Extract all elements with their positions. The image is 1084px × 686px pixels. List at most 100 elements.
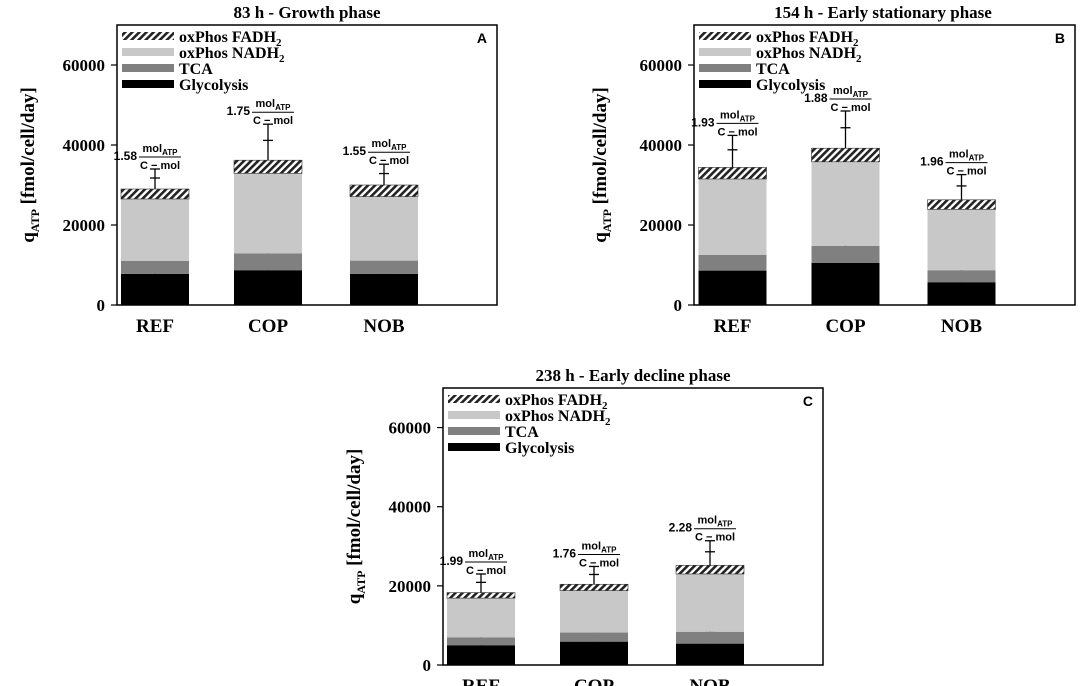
bar-segment-oxphos-nadh2: [927, 209, 996, 271]
yield-label: 1.88 molATP C − mol: [804, 85, 872, 114]
yield-unit-numerator: molATP: [949, 149, 985, 163]
bar-segment-tca: [927, 270, 996, 283]
y-axis-label: qATP [fmol/cell/day]: [18, 87, 42, 243]
x-tick-label: REF: [136, 316, 174, 337]
yield-unit-denominator: C − mol: [140, 160, 180, 172]
y-tick-label: 0: [674, 296, 683, 315]
legend-swatch: [122, 32, 174, 40]
yield-unit-denominator: C − mol: [717, 126, 757, 138]
yield-value: 1.55: [343, 144, 367, 158]
yield-label: 1.58 molATP C − mol: [114, 143, 181, 172]
bar-segment-tca: [676, 631, 744, 644]
yield-unit-denominator: C − mol: [946, 166, 986, 178]
yield-unit-denominator: C − mol: [369, 155, 409, 167]
yield-unit-denominator: C − mol: [830, 102, 870, 114]
bar-segment-oxphos-nadh2: [350, 196, 418, 261]
x-tick-label: REF: [462, 676, 500, 686]
x-tick-label: COP: [825, 316, 866, 337]
bar-segment-oxphos-nadh2: [698, 179, 767, 255]
bar-segment-oxphos-nadh2: [121, 199, 189, 261]
plot-frame: [442, 387, 824, 666]
yield-unit-numerator: molATP: [833, 85, 869, 99]
legend-swatch: [122, 64, 174, 72]
bar-segment-oxphos-fadh2: [698, 167, 767, 180]
legend-swatch: [448, 395, 500, 403]
bar-stack-nob: [675, 540, 745, 665]
bar-segment-oxphos-nadh2: [447, 598, 515, 638]
bar-segment-oxphos-fadh2: [927, 199, 996, 210]
bar-stack-ref: [698, 134, 767, 305]
x-tick-label: COP: [248, 316, 289, 337]
yield-label: 1.93 molATP C − mol: [691, 109, 759, 138]
bar-segment-glycolysis: [121, 273, 189, 305]
legend-label: oxPhos NADH2: [756, 45, 862, 65]
bar-segment-glycolysis: [560, 641, 628, 665]
yield-unit-numerator: molATP: [720, 109, 756, 123]
y-tick-label: 0: [423, 656, 432, 675]
chart-title: 238 h - Early decline phase: [535, 366, 730, 385]
bar-segment-glycolysis: [350, 273, 418, 305]
bar-segment-glycolysis: [927, 282, 996, 305]
bar-segment-tca: [234, 253, 302, 271]
plot-frame: [116, 24, 498, 306]
legend-label: oxPhos FADH2: [756, 29, 859, 49]
yield-label: 1.55 molATP C − mol: [343, 138, 410, 167]
legend-swatch: [699, 80, 751, 88]
bar-segment-oxphos-nadh2: [676, 573, 744, 632]
panel-letter: A: [477, 30, 487, 46]
legend-label: TCA: [505, 424, 539, 441]
x-tick-label: NOB: [941, 316, 983, 337]
yield-value: 1.75: [227, 104, 251, 118]
yield-unit-denominator: C − mol: [253, 115, 293, 127]
bar-segment-oxphos-nadh2: [560, 590, 628, 633]
bar-stack-cop: [811, 110, 880, 305]
yield-value: 2.28: [669, 521, 693, 535]
yield-unit-numerator: molATP: [372, 138, 408, 152]
yield-unit-numerator: molATP: [698, 515, 734, 529]
panel-letter: B: [1055, 30, 1065, 46]
y-tick-label: 40000: [640, 136, 683, 155]
legend-label: Glycolysis: [505, 440, 574, 457]
bar-stack-ref: [120, 168, 190, 305]
legend-swatch: [122, 48, 174, 56]
legend-label: TCA: [756, 61, 790, 78]
legend-label: TCA: [179, 61, 213, 78]
x-tick-label: COP: [574, 676, 615, 686]
bar-segment-tca: [350, 260, 418, 274]
legend-swatch: [122, 80, 174, 88]
legend-label: Glycolysis: [179, 77, 248, 94]
x-tick-label: NOB: [689, 676, 731, 686]
legend-swatch: [699, 32, 751, 40]
bar-segment-glycolysis: [698, 270, 767, 305]
legend-label: oxPhos NADH2: [179, 45, 285, 65]
panel-letter: C: [803, 393, 813, 409]
yield-label: 1.96 molATP C − mol: [920, 149, 988, 178]
bar-segment-oxphos-nadh2: [811, 161, 880, 246]
chart-panel-b: 154 h - Early stationary phase B 0 20000 400…: [590, 3, 1076, 337]
yield-label: 1.75 molATP C − mol: [227, 98, 294, 127]
legend-swatch: [448, 443, 500, 451]
y-tick-label: 60000: [389, 419, 432, 438]
y-tick-label: 40000: [389, 498, 432, 517]
bar-segment-glycolysis: [234, 270, 302, 305]
yield-unit-numerator: molATP: [582, 540, 618, 554]
bar-segment-oxphos-fadh2: [675, 564, 745, 575]
bar-stack-ref: [446, 573, 516, 665]
yield-value: 1.96: [920, 155, 944, 169]
bar-segment-tca: [811, 245, 880, 263]
legend-swatch: [699, 48, 751, 56]
legend-swatch: [699, 64, 751, 72]
bar-segment-oxphos-fadh2: [233, 159, 303, 174]
bar-stack-nob: [927, 173, 996, 305]
chart-panel-a: 83 h - Growth phase A 0 20000 40000 60000 qATP…: [18, 3, 498, 337]
bar-stack-cop: [233, 123, 303, 305]
yield-label: 1.76 molATP C − mol: [553, 540, 620, 569]
chart-title: 83 h - Growth phase: [233, 3, 380, 22]
yield-value: 1.76: [553, 546, 577, 560]
chart-panel-c: 238 h - Early decline phase C 0 20000 40000 6…: [344, 366, 824, 686]
bar-segment-oxphos-nadh2: [234, 173, 302, 254]
y-tick-label: 20000: [63, 216, 106, 235]
